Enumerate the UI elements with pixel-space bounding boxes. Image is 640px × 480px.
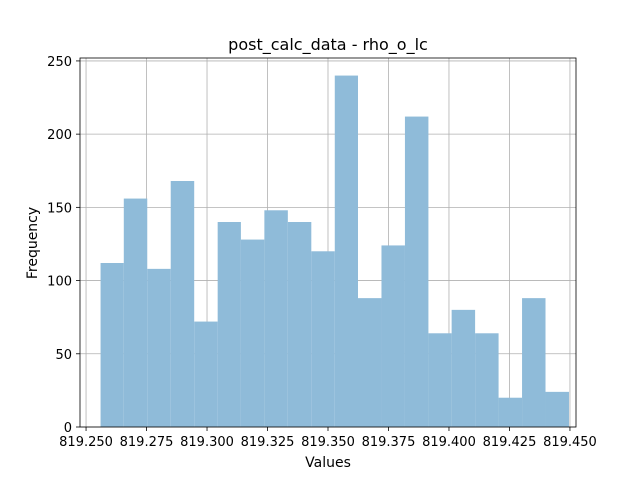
histogram-bar bbox=[381, 245, 405, 427]
histogram-bar bbox=[123, 198, 148, 427]
y-tick-label: 0 bbox=[64, 421, 72, 436]
x-tick-label: 819.375 bbox=[362, 435, 416, 450]
histogram-bar bbox=[428, 333, 452, 427]
histogram-bar bbox=[194, 321, 218, 427]
histogram-bars bbox=[100, 75, 569, 428]
y-tick-label: 250 bbox=[47, 55, 72, 70]
histogram-bar bbox=[498, 397, 523, 427]
histogram-bar bbox=[404, 116, 429, 428]
x-tick-label: 819.275 bbox=[120, 435, 174, 450]
histogram-bar bbox=[358, 298, 382, 427]
x-tick-label: 819.400 bbox=[422, 435, 476, 450]
histogram-bar bbox=[545, 391, 569, 427]
y-tick-label: 200 bbox=[47, 128, 72, 143]
histogram-bar bbox=[170, 181, 195, 427]
x-tick-label: 819.350 bbox=[301, 435, 355, 450]
histogram-bar bbox=[100, 263, 124, 427]
y-tick-label: 100 bbox=[47, 275, 72, 290]
x-tick-label: 819.450 bbox=[543, 435, 597, 450]
x-tick-label: 819.325 bbox=[241, 435, 295, 450]
histogram-bar bbox=[147, 268, 171, 427]
histogram-bar bbox=[522, 298, 546, 427]
histogram-bar bbox=[475, 333, 499, 427]
histogram-bar bbox=[451, 309, 476, 427]
chart-title: post_calc_data - rho_o_lc bbox=[228, 35, 428, 55]
x-axis-label: Values bbox=[305, 455, 351, 471]
histogram-bar bbox=[264, 210, 288, 427]
x-axis-ticks: 819.250 819.275 819.300 819.325 819.350 819.3… bbox=[59, 427, 597, 450]
histogram-bar bbox=[311, 251, 335, 427]
histogram-bar bbox=[334, 75, 359, 428]
x-tick-label: 819.300 bbox=[180, 435, 234, 450]
y-axis-label: Frequency bbox=[25, 207, 41, 279]
y-axis-ticks: 0 50 100 150 200 250 bbox=[47, 55, 80, 436]
histogram-bar bbox=[287, 222, 312, 427]
y-tick-label: 150 bbox=[47, 201, 72, 216]
y-tick-label: 50 bbox=[55, 348, 72, 363]
histogram-bar bbox=[217, 222, 241, 427]
histogram-bar bbox=[240, 239, 265, 427]
x-tick-label: 819.250 bbox=[59, 435, 113, 450]
x-tick-label: 819.425 bbox=[483, 435, 537, 450]
